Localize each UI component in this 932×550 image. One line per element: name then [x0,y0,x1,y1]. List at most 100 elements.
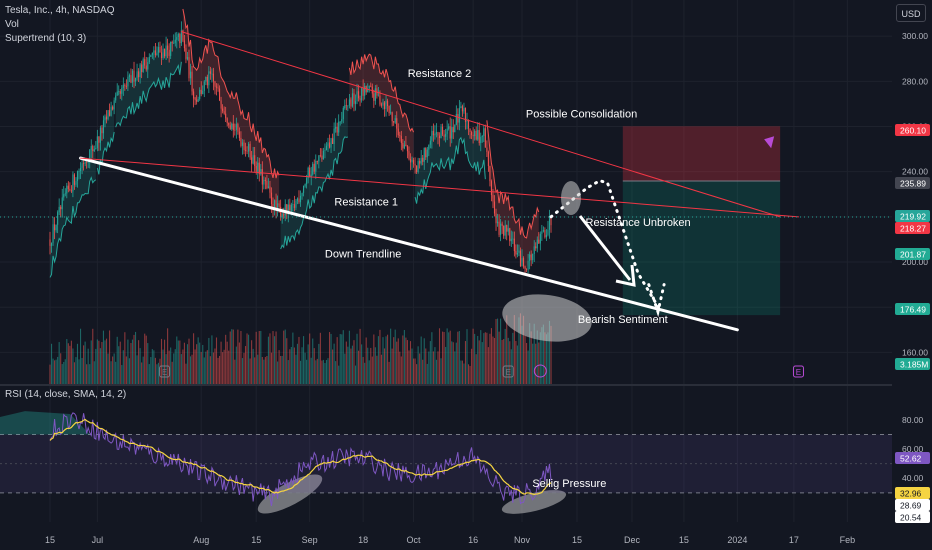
candle [240,137,242,146]
candle [501,223,503,226]
volume-bar [238,342,240,384]
candle [278,203,280,207]
candle [545,234,547,238]
highlight-ellipses [257,181,592,514]
volume-bar [307,344,309,384]
candle [160,52,163,58]
candle [431,130,433,141]
candle [304,184,306,186]
supertrend-legend[interactable]: Supertrend (10, 3) [5,33,87,44]
candle [452,127,454,133]
volume-bar [312,338,314,384]
supertrend-line [182,8,280,179]
candle [310,174,312,177]
volume-bar [196,344,198,384]
candle [428,144,430,150]
candle [422,157,424,162]
volume-bar [286,338,288,384]
candle [182,30,184,41]
volume-bar [306,359,308,384]
volume-bar [463,363,465,384]
time-tick-label: 2024 [727,535,747,545]
rsi-legend[interactable]: RSI (14, close, SMA, 14, 2) [5,389,127,400]
candle [527,260,529,270]
candle [217,87,219,89]
volume-bar [408,350,410,384]
candle [518,250,520,253]
volume-bar [206,350,208,384]
candle [344,105,346,108]
candle [339,121,341,123]
candle [390,112,392,114]
volume-bar [464,341,467,384]
volume-bar [84,341,86,384]
target-zone [622,180,781,316]
volume-bar [506,315,508,384]
candle [231,123,233,130]
candle [237,124,239,132]
rsi-badge [895,511,930,523]
volume-bar [208,337,210,384]
time-tick-label: 17 [789,535,799,545]
volume-bar [173,353,175,384]
volume-bar [116,336,118,384]
volume-bar [292,332,294,384]
volume-bar [490,328,492,384]
volume-bar [400,356,402,384]
volume-bar [283,330,285,384]
volume-bar [406,340,408,384]
candle [109,110,111,116]
candle [429,140,431,145]
volume-bar [510,349,512,384]
candle [243,142,245,151]
candle [406,146,408,152]
candle [202,90,204,95]
volume-bar [390,328,392,384]
candle [159,46,161,53]
volume-bar [446,328,448,384]
symbol-title[interactable]: Tesla, Inc., 4h, NASDAQ [5,5,115,16]
candle [154,50,156,56]
volume-bar [156,364,158,384]
currency-button[interactable]: USD [896,4,926,22]
candle [341,119,343,122]
volume-bar [474,333,476,384]
annotation-label: Resistance 1 [334,197,398,209]
candle [134,77,137,82]
candle [397,128,399,136]
candle [332,138,334,144]
candle [492,195,494,202]
volume-bar [461,360,463,384]
vol-legend[interactable]: Vol [5,19,19,30]
supertrend-line [115,61,182,128]
volume-bar [309,333,311,384]
volume-bar [443,331,445,384]
volume-bar [138,340,140,384]
price-badge [895,124,930,136]
price-badge [895,248,930,260]
rsi-low-ellipse-1 [257,474,323,514]
supertrend-line [280,136,348,250]
candle [535,246,537,249]
down-trendline [79,156,739,332]
volume-bar [467,364,470,384]
time-tick-label: Oct [407,535,422,545]
volume-bar [162,349,164,384]
volume-bar [325,360,328,384]
candle [307,167,309,179]
candle [385,100,387,109]
time-tick-label: Sep [302,535,318,545]
volume-bar [550,325,552,384]
candle [162,48,164,58]
candle [519,250,522,267]
volume-bar [495,319,497,384]
candle [524,266,526,269]
candle [127,76,129,87]
candle [206,76,208,86]
volume-bar [379,329,381,384]
volume-bar [203,357,205,384]
volume-bar [409,341,412,384]
candle [446,128,448,134]
volume-bar [275,331,277,384]
